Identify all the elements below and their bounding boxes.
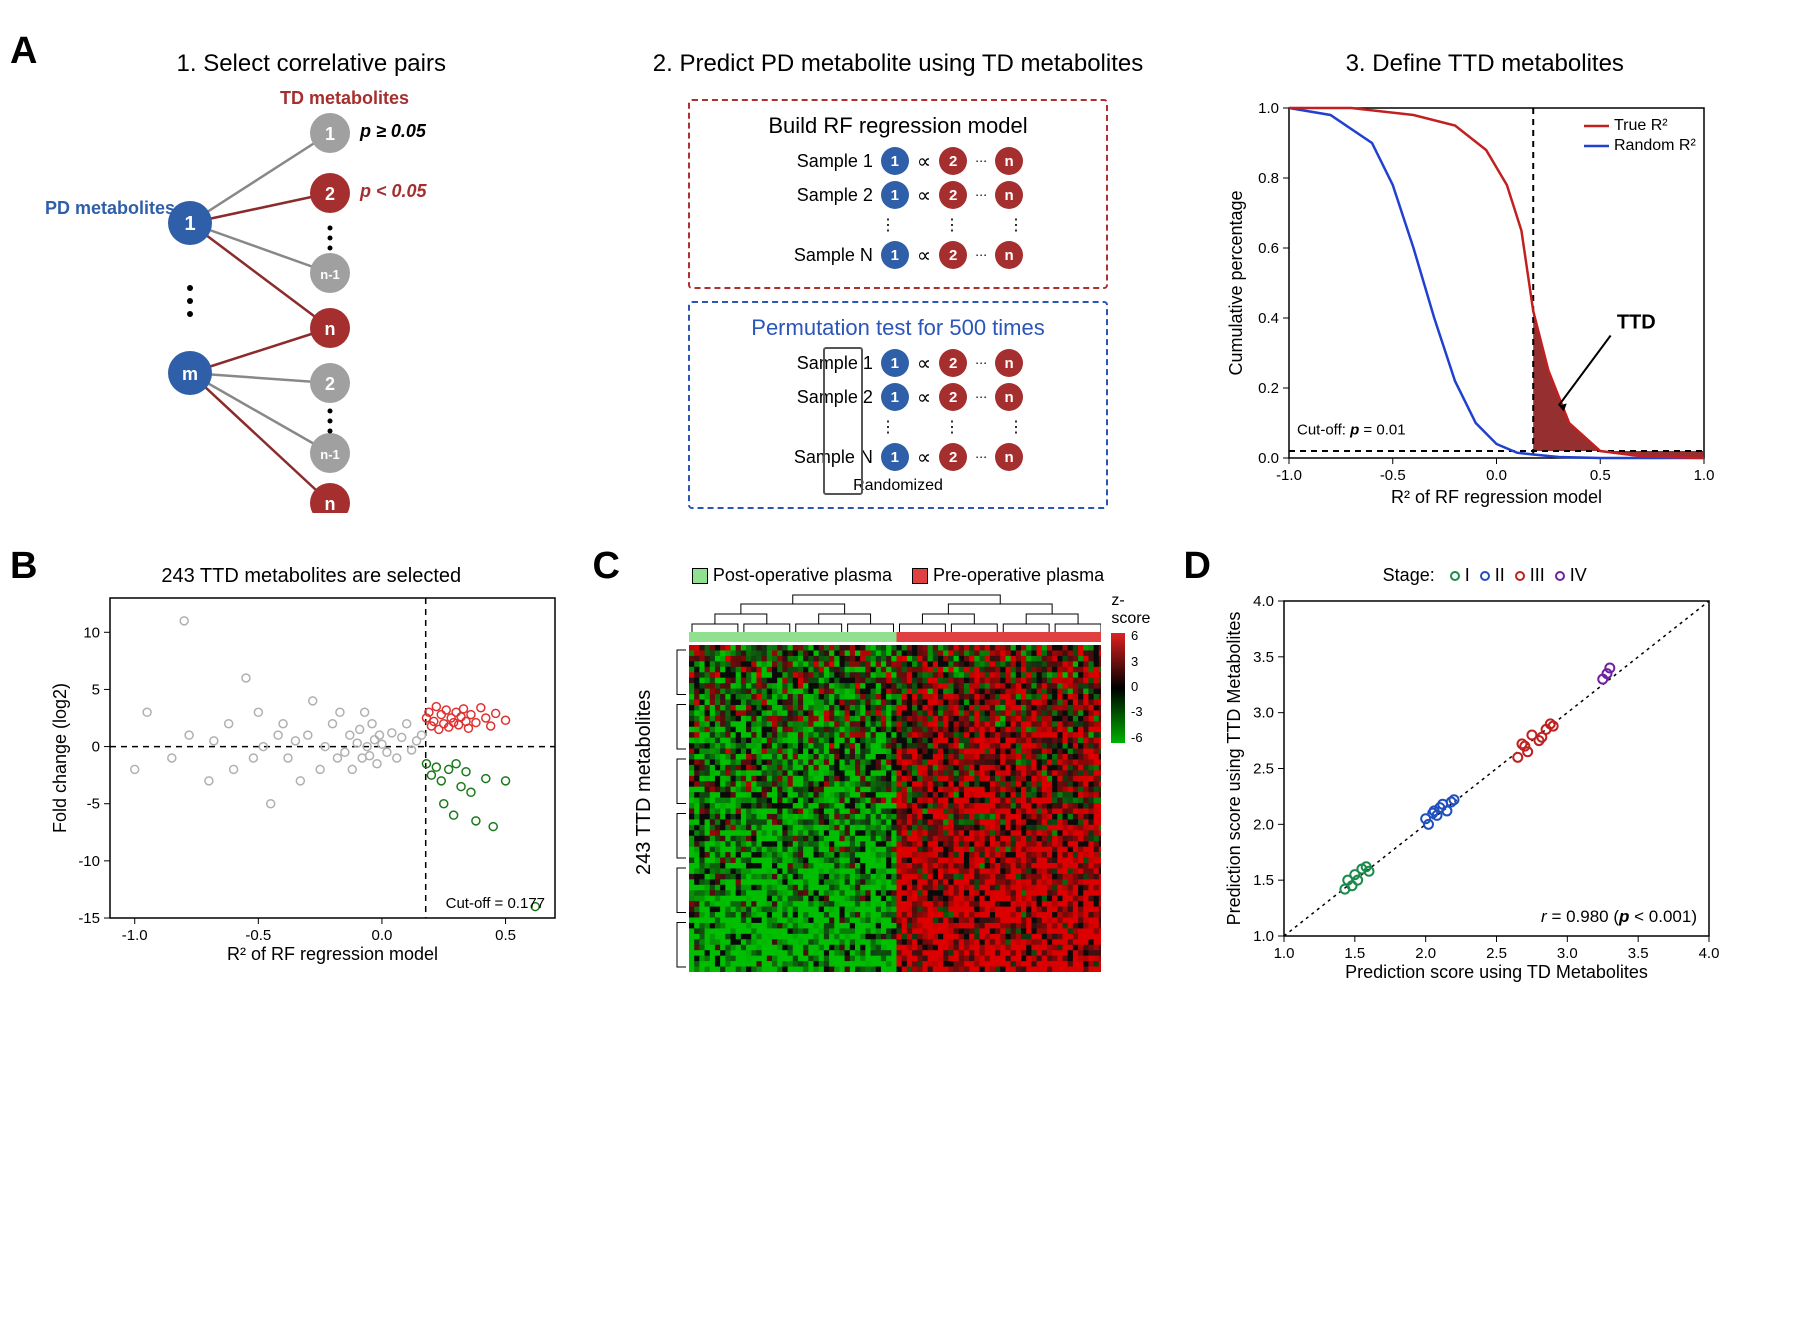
- svg-text:0.0: 0.0: [1258, 450, 1279, 467]
- svg-text:-10: -10: [78, 853, 100, 870]
- pre-swatch: [912, 568, 928, 584]
- svg-text:Fold change (log2): Fold change (log2): [50, 683, 70, 833]
- svg-text:1: 1: [184, 213, 195, 235]
- box1-title: Build RF regression model: [710, 113, 1086, 139]
- svg-text:-5: -5: [87, 796, 100, 813]
- svg-text:R² of RF regression model: R² of RF regression model: [227, 944, 438, 964]
- svg-text:0.6: 0.6: [1258, 240, 1279, 257]
- svg-text:1.0: 1.0: [1693, 467, 1714, 484]
- panel-a1: A 1. Select correlative pairs 1 m: [40, 40, 583, 525]
- b-chart: -1.0 -0.5 0.0 0.5 -15 -10 -5 0 5 10 R² of RF regre…: [50, 588, 570, 968]
- c-legend: Post-operative plasma Pre-operative plas…: [633, 565, 1164, 586]
- stage-legend-items: I II III IV: [1440, 565, 1587, 585]
- svg-text:n-1: n-1: [320, 447, 340, 462]
- svg-text:2: 2: [325, 374, 335, 394]
- svg-text:R² of RF regression model: R² of RF regression model: [1390, 487, 1601, 507]
- c-zscore-legend: z-score 6 3 0 -3 -6: [1111, 592, 1163, 972]
- step3-chart: -1.0 -0.5 0.0 0.5 1.0 0.0 0.2 0.4 0.6 0.8 1.0 R² of…: [1224, 93, 1724, 513]
- svg-text:2: 2: [325, 184, 335, 204]
- svg-text:Random R²: Random R²: [1614, 137, 1696, 154]
- svg-text:0.4: 0.4: [1258, 310, 1279, 327]
- svg-text:Cut-off = 0.177: Cut-off = 0.177: [446, 895, 545, 912]
- d-chart: 1.01.01.51.52.02.02.52.53.03.03.53.54.04…: [1224, 586, 1724, 986]
- step2-title: 2. Predict PD metabolite using TD metabo…: [653, 50, 1143, 78]
- panel-label-b: B: [10, 545, 37, 588]
- panel-d: D Stage: I II III IV 1.01.01.51.52.02.02…: [1214, 555, 1757, 996]
- svg-text:0.0: 0.0: [1486, 467, 1507, 484]
- svg-text:1.0: 1.0: [1258, 100, 1279, 117]
- svg-text:Cut-off: p = 0.01: Cut-off: p = 0.01: [1297, 422, 1406, 439]
- zscore-bar: 6 3 0 -3 -6: [1111, 628, 1161, 748]
- d-legend: Stage: I II III IV: [1224, 565, 1747, 586]
- step1-diagram: 1 m 1 2 n-1 n 2 n-1 n TD metabolites p ≥…: [50, 93, 573, 493]
- step1-svg: 1 m 1 2 n-1 n 2 n-1 n: [50, 93, 550, 513]
- p-lt: p < 0.05: [360, 181, 427, 202]
- c-heatmap: [664, 592, 1102, 972]
- post-label: Post-operative plasma: [713, 565, 892, 585]
- box2-rows: Sample 1 1 ∝ 2 ⋯ nSample 2 1 ∝ 2 ⋯ n⋮⋮⋮S…: [710, 349, 1086, 471]
- rf-box: Build RF regression model Sample 1 1 ∝ 2…: [688, 99, 1108, 289]
- panel-c: C Post-operative plasma Pre-operative pl…: [623, 555, 1174, 996]
- panel-label-a: A: [10, 30, 37, 73]
- svg-text:0.5: 0.5: [495, 927, 516, 944]
- box2-title: Permutation test for 500 times: [710, 315, 1086, 341]
- step3-title: 3. Define TTD metabolites: [1224, 50, 1747, 78]
- step1-title: 1. Select correlative pairs: [50, 50, 573, 78]
- zscore-label: z-score: [1111, 592, 1163, 628]
- box1-rows: Sample 1 1 ∝ 2 ⋯ nSample 2 1 ∝ 2 ⋯ n⋮⋮⋮S…: [710, 147, 1086, 269]
- svg-text:n: n: [325, 494, 336, 513]
- randomized-label: Randomized: [710, 477, 1086, 495]
- panel-label-d: D: [1184, 545, 1211, 588]
- svg-text:0.0: 0.0: [372, 927, 393, 944]
- perm-box: Permutation test for 500 times Sample 1 …: [688, 301, 1108, 509]
- stage-label: Stage:: [1383, 565, 1435, 585]
- svg-text:5: 5: [92, 681, 100, 698]
- panel-label-c: C: [593, 545, 620, 588]
- svg-text:1: 1: [325, 124, 335, 144]
- svg-text:-1.0: -1.0: [122, 927, 148, 944]
- svg-text:0: 0: [92, 739, 100, 756]
- b-title: 243 TTD metabolites are selected: [50, 565, 573, 588]
- c-ylabel: 243 TTD metabolites: [633, 592, 656, 972]
- svg-text:0.8: 0.8: [1258, 170, 1279, 187]
- post-swatch: [692, 568, 708, 584]
- svg-text:TTD: TTD: [1616, 312, 1655, 334]
- pre-label: Pre-operative plasma: [933, 565, 1104, 585]
- svg-text:m: m: [182, 364, 198, 384]
- panel-a3: 3. Define TTD metabolites -1.0 -0.5 0.0 0.5…: [1214, 40, 1757, 525]
- heatmap-wrap: 243 TTD metabolites z-score 6 3 0 -3 -6: [633, 592, 1164, 972]
- svg-text:True R²: True R²: [1614, 117, 1668, 134]
- svg-text:0.5: 0.5: [1589, 467, 1610, 484]
- pd-label: PD metabolites: [45, 198, 175, 219]
- figure: A 1. Select correlative pairs 1 m: [40, 40, 1756, 996]
- svg-text:-0.5: -0.5: [245, 927, 271, 944]
- svg-text:Cumulative percentage: Cumulative percentage: [1226, 190, 1246, 375]
- td-label: TD metabolites: [280, 88, 409, 109]
- p-ge: p ≥ 0.05: [360, 121, 426, 142]
- svg-text:-15: -15: [78, 910, 100, 927]
- svg-text:-0.5: -0.5: [1379, 467, 1405, 484]
- panel-b: B 243 TTD metabolites are selected -1.0-…: [40, 555, 583, 996]
- svg-text:0.2: 0.2: [1258, 380, 1279, 397]
- svg-text:-1.0: -1.0: [1276, 467, 1302, 484]
- svg-text:10: 10: [83, 624, 100, 641]
- panel-a2: 2. Predict PD metabolite using TD metabo…: [623, 40, 1174, 525]
- svg-text:n: n: [325, 319, 336, 339]
- svg-text:n-1: n-1: [320, 267, 340, 282]
